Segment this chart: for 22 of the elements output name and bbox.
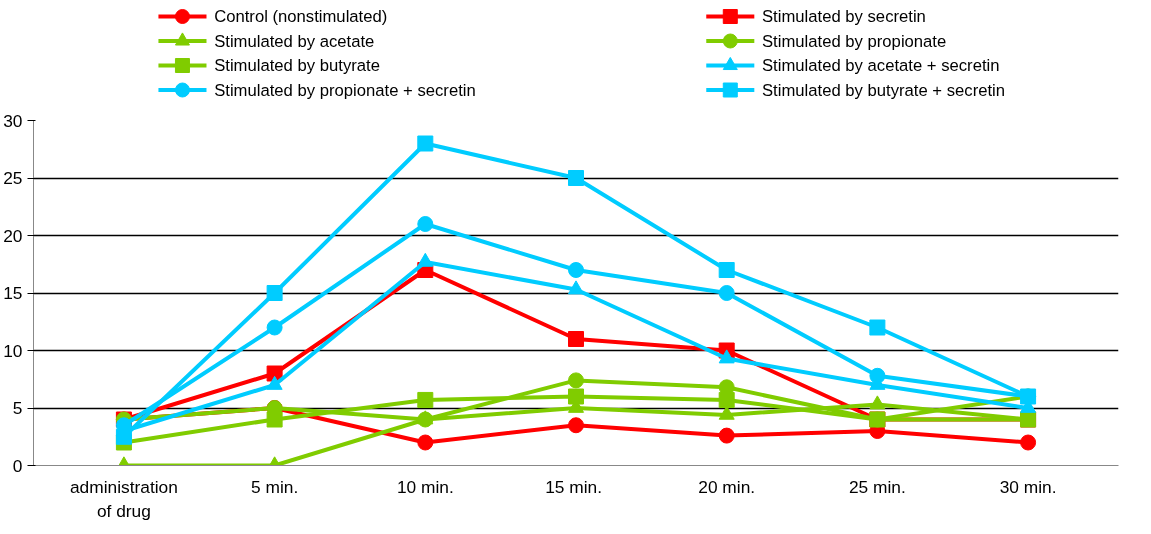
legend-label: Stimulated by secretin — [762, 7, 926, 26]
y-tick-label: 20 — [3, 225, 23, 246]
legend-label: Stimulated by acetate + secretin — [762, 56, 1000, 75]
y-tick-label: 30 — [3, 110, 23, 131]
x-tick-label: 10 min. — [396, 476, 454, 497]
legend-label: Stimulated by propionate + secretin — [214, 80, 476, 100]
legend-label: Control (nonstimulated) — [214, 7, 388, 26]
x-tick-label: administration of drug — [69, 476, 178, 521]
x-tick-label: 30 min. — [999, 476, 1057, 497]
y-tick-label: 10 — [3, 340, 23, 361]
y-tick-label: 15 — [3, 283, 23, 303]
x-tick-label: 5 min. — [251, 476, 299, 497]
y-tick-label: 25 — [3, 168, 23, 188]
x-tick-label: 25 min. — [848, 476, 906, 497]
x-tick-label: 15 min. — [545, 476, 603, 497]
legend-label: Stimulated by butyrate + secretin — [762, 80, 1006, 100]
y-tick-label: 5 — [12, 398, 23, 418]
legend-label: Stimulated by butyrate — [214, 56, 380, 75]
legend-label: Stimulated by propionate — [762, 31, 947, 51]
legend-label: Stimulated by acetate — [214, 31, 375, 51]
x-tick-label: 20 min. — [698, 476, 756, 497]
y-tick-label: 0 — [12, 455, 23, 476]
